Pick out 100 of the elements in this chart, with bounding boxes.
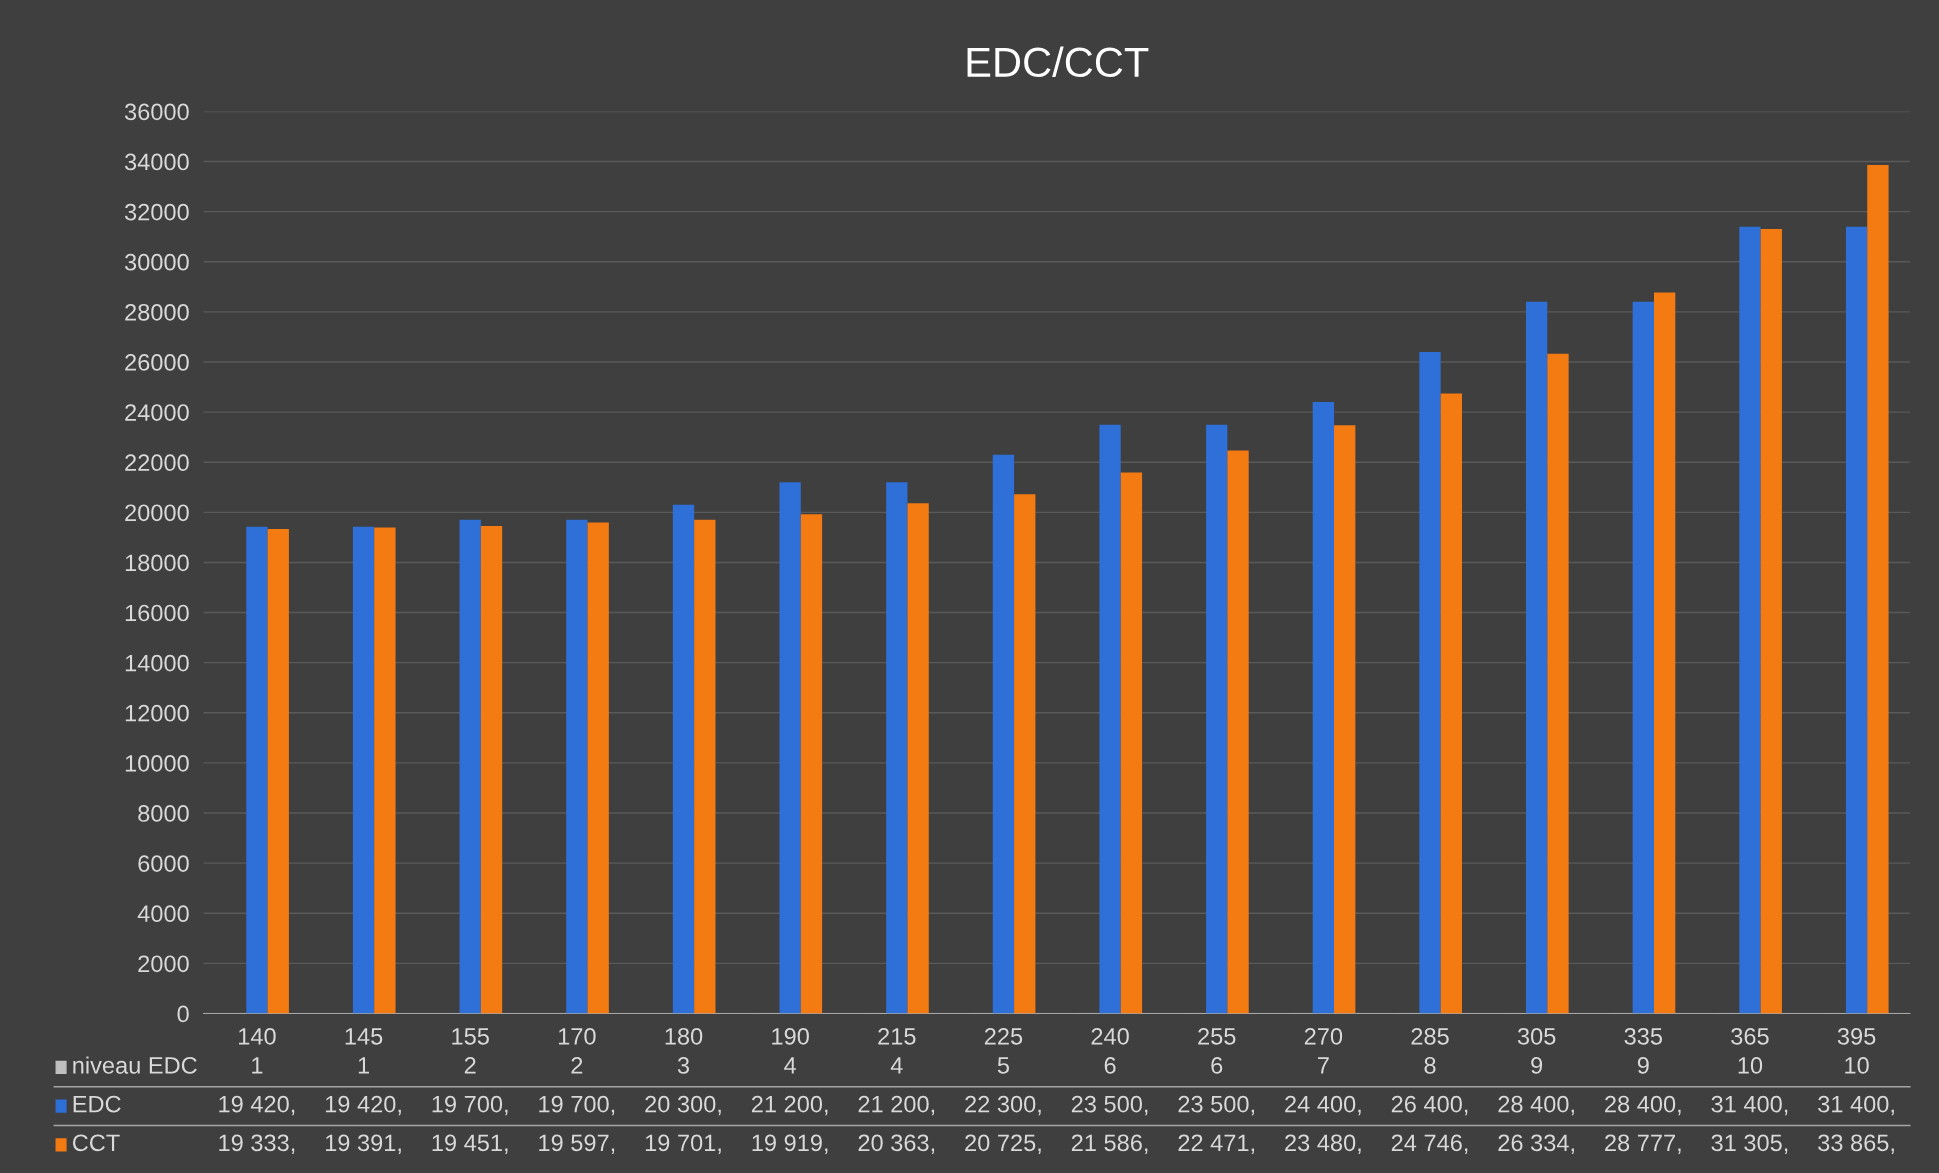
bar — [1206, 424, 1228, 1014]
y-tick-label: 2000 — [138, 955, 189, 973]
y-tick-label: 36000 — [124, 103, 189, 121]
bar — [1227, 450, 1249, 1014]
data-label: 6 — [1211, 1057, 1223, 1074]
data-label: 31 305, — [1711, 1134, 1788, 1154]
bar — [1099, 424, 1121, 1014]
data-label: 24 400, — [1285, 1095, 1361, 1116]
data-label: 19 700, — [539, 1095, 615, 1116]
bar — [1653, 292, 1676, 1014]
y-tick-label: 22000 — [125, 454, 189, 472]
data-label: 20 300, — [645, 1095, 721, 1116]
bar — [480, 526, 503, 1014]
data-label: 2 — [571, 1057, 583, 1074]
data-label: 1 — [252, 1057, 263, 1074]
bar — [1760, 229, 1782, 1014]
data-label: 19 420, — [325, 1095, 401, 1116]
y-tick-label: 12000 — [125, 704, 189, 722]
bar — [1334, 425, 1356, 1014]
x-tick-label: 180 — [665, 1027, 703, 1045]
data-label: 9 — [1637, 1057, 1649, 1074]
data-label: 23 500, — [1178, 1095, 1254, 1116]
x-tick-label: 305 — [1517, 1027, 1556, 1045]
data-label: 21 200, — [858, 1095, 935, 1116]
x-tick-label: 190 — [772, 1027, 809, 1045]
bar — [566, 519, 588, 1014]
data-label: 19 919, — [752, 1134, 828, 1154]
data-label: 20 725, — [965, 1134, 1041, 1154]
data-label: 8 — [1424, 1057, 1436, 1074]
bar — [246, 526, 268, 1014]
y-tick-label: 8000 — [138, 805, 189, 822]
data-label: 4 — [784, 1057, 797, 1074]
data-label: 28 777, — [1605, 1134, 1681, 1154]
y-tick-label: 10000 — [125, 754, 189, 772]
y-tick-label: 32000 — [124, 203, 189, 221]
data-label: 2 — [464, 1057, 476, 1074]
x-tick-label: 215 — [878, 1027, 916, 1045]
data-label: 23 500, — [1071, 1095, 1148, 1116]
y-tick-label: 18000 — [125, 554, 189, 572]
data-label: 19 597, — [539, 1134, 615, 1154]
data-label: 26 334, — [1498, 1134, 1574, 1154]
data-label: 10 — [1738, 1057, 1763, 1074]
y-tick-label: 34000 — [124, 153, 189, 171]
bar — [352, 526, 375, 1014]
bar — [267, 529, 289, 1014]
x-tick-label: 285 — [1411, 1027, 1449, 1045]
y-tick-label: 20000 — [125, 504, 189, 522]
bar — [907, 503, 929, 1014]
y-tick-label: 16000 — [125, 604, 189, 622]
x-tick-label: 240 — [1091, 1027, 1129, 1045]
bar — [1547, 353, 1569, 1014]
data-label: 31 400, — [1818, 1095, 1894, 1116]
legend-label: EDC — [73, 1095, 121, 1113]
data-label: 24 746, — [1391, 1134, 1468, 1154]
data-label: 19 333, — [219, 1134, 295, 1154]
y-tick-label: 28000 — [125, 303, 189, 321]
bar — [886, 482, 908, 1014]
y-tick-label: 6000 — [138, 855, 189, 872]
bar — [1419, 351, 1441, 1014]
data-label: 23 480, — [1285, 1134, 1361, 1154]
bar — [1867, 164, 1889, 1014]
data-label: 4 — [890, 1057, 903, 1074]
x-tick-label: 270 — [1304, 1027, 1343, 1045]
bar — [1739, 226, 1761, 1014]
y-tick-label: 24000 — [125, 404, 189, 421]
data-label: 22 471, — [1178, 1134, 1254, 1154]
bar — [1525, 301, 1548, 1014]
x-tick-label: 365 — [1731, 1027, 1769, 1045]
x-tick-label: 155 — [452, 1028, 489, 1045]
data-label: 28 400, — [1605, 1095, 1681, 1116]
data-label: 22 300, — [965, 1095, 1041, 1116]
data-label: 5 — [997, 1057, 1010, 1074]
data-label: 10 — [1845, 1057, 1869, 1074]
data-label: 33 865, — [1818, 1134, 1894, 1154]
data-label: 9 — [1531, 1057, 1543, 1074]
y-tick-label: 26000 — [125, 354, 189, 371]
legend-label: CCT — [72, 1134, 120, 1152]
bar — [459, 519, 481, 1014]
bar — [672, 504, 695, 1014]
data-label: 3 — [677, 1057, 690, 1074]
bar — [1312, 402, 1335, 1014]
data-label: 19 701, — [645, 1134, 721, 1154]
bar — [1120, 472, 1143, 1014]
data-label: 19 391, — [325, 1134, 401, 1154]
chart-title: EDC/CCT — [967, 46, 1149, 78]
data-label: 26 400, — [1391, 1095, 1468, 1116]
x-tick-label: 225 — [984, 1027, 1023, 1045]
data-label: 21 200, — [751, 1095, 828, 1116]
x-tick-label: 145 — [345, 1028, 383, 1045]
data-label: 28 400, — [1498, 1095, 1574, 1116]
x-tick-label: 140 — [239, 1027, 276, 1045]
y-tick-label: 30000 — [124, 253, 189, 271]
data-label: 1 — [358, 1057, 369, 1074]
bar — [1440, 393, 1463, 1014]
bar — [1632, 301, 1654, 1014]
data-label: 6 — [1104, 1057, 1116, 1074]
x-tick-label: 255 — [1198, 1027, 1236, 1045]
x-tick-label: 170 — [558, 1027, 596, 1045]
bar — [374, 527, 396, 1014]
data-label: 7 — [1318, 1057, 1329, 1074]
